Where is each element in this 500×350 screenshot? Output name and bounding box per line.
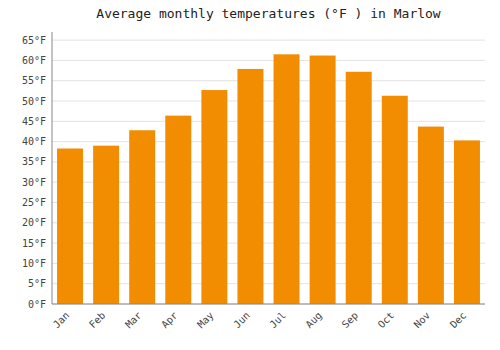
grid-line [52,121,485,122]
y-tick-label: 30°F [22,177,46,188]
bar [454,140,480,304]
y-tick-label: 5°F [28,278,46,289]
y-tick-label: 10°F [22,258,46,269]
chart-container: Average monthly temperatures (°F ) in Ma… [0,0,500,350]
grid-line [52,80,485,81]
bars [57,54,480,304]
x-axis: Jan Feb Mar Apr May Jun Jul Aug Sep Oct Nov Dec [51,310,468,331]
x-tick-label: Feb [87,310,108,331]
grid-line [52,304,485,305]
y-tick-label: 45°F [22,116,46,127]
y-tick-label: 20°F [22,217,46,228]
bar [382,96,408,304]
bar [418,127,444,304]
x-tick-label: Apr [159,310,180,331]
title: Average monthly temperatures (°F ) in Ma… [96,6,441,21]
chart-svg: Average monthly temperatures (°F ) in Ma… [0,0,500,350]
y-axis-line [52,32,53,304]
x-tick-label: Oct [376,310,397,331]
y-tick-label: 50°F [22,96,46,107]
bar [237,69,263,304]
x-tick-label: Dec [448,310,469,331]
x-tick-label: Aug [303,310,324,331]
x-tick-label: May [195,310,216,331]
page: {"chart_data": {"type": "bar", "title": … [0,0,500,350]
y-tick-label: 40°F [22,136,46,147]
grid-line [52,40,485,41]
bar [165,116,191,304]
bar [346,72,372,304]
y-tick-label: 55°F [22,75,46,86]
y-tick-label: 25°F [22,197,46,208]
x-tick-label: Jan [51,310,72,331]
bar [93,146,119,304]
x-tick-label: Jul [267,310,288,331]
y-tick-label: 35°F [22,156,46,167]
y-tick-label: 65°F [22,35,46,46]
grid [52,40,485,304]
grid-line [52,60,485,61]
bar [57,149,83,304]
x-axis-line [52,304,485,305]
y-tick-label: 60°F [22,55,46,66]
grid-line [52,101,485,102]
y-tick-label: 15°F [22,238,46,249]
bar [310,56,336,304]
bar [274,54,300,304]
bar [129,130,155,304]
y-tick-label: 0°F [28,299,46,310]
x-tick-label: Sep [340,310,361,331]
x-tick-label: Mar [123,310,144,331]
x-tick-label: Nov [412,310,433,331]
x-tick-label: Jun [231,310,252,331]
bar [201,90,227,304]
y-axis: 0°F 5°F 10°F 15°F 20°F 25°F 30°F 35°F 40°F 45°F 50… [22,35,46,310]
